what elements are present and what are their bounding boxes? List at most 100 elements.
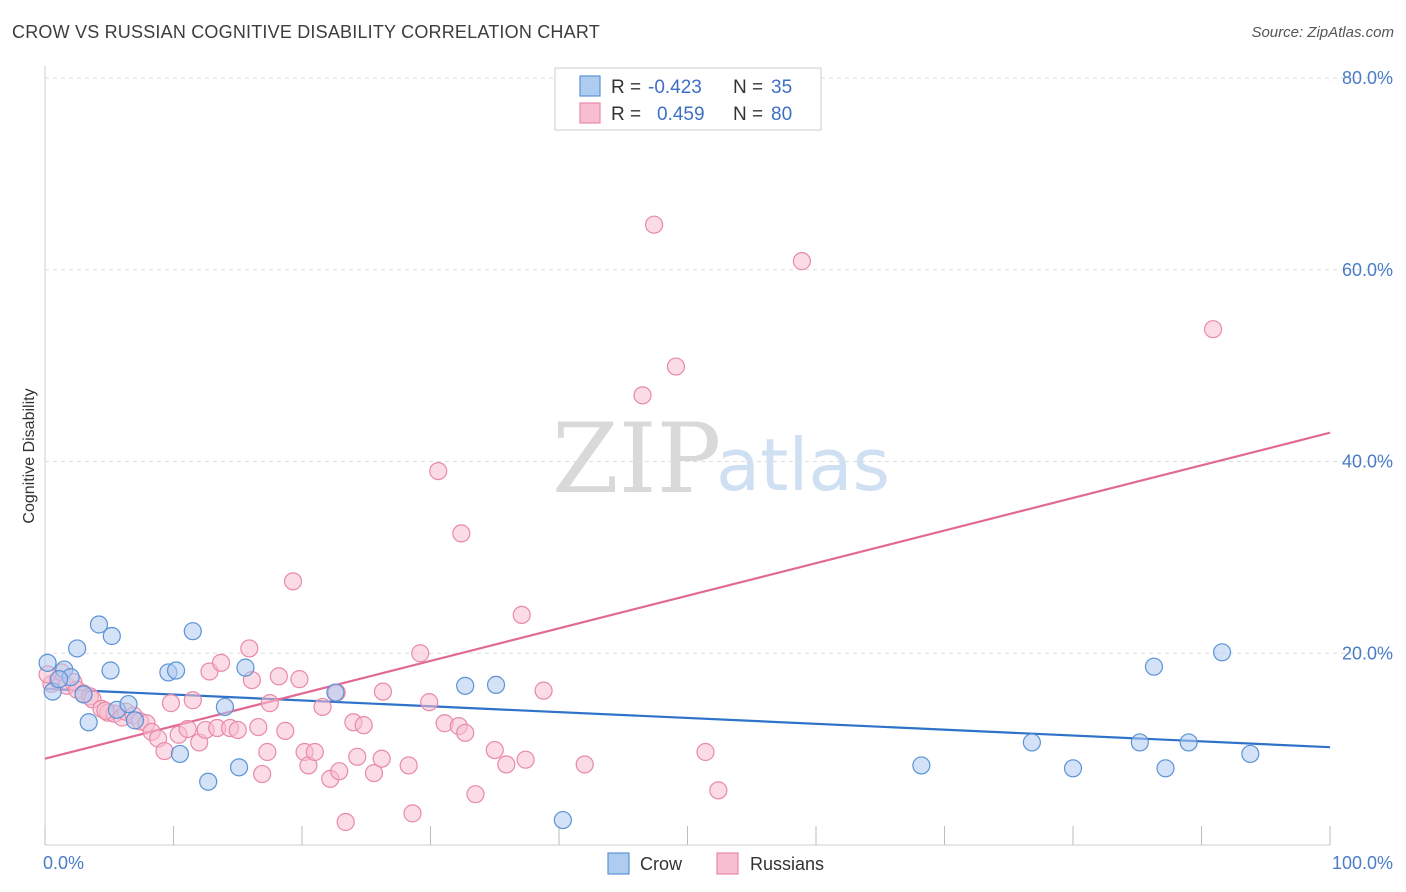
x-tick-label-max: 100.0%	[1332, 853, 1393, 873]
crow-point-19	[229, 758, 249, 777]
russians-point-77	[1203, 320, 1223, 339]
russians-point-28	[211, 653, 231, 672]
russians-point-57	[411, 644, 430, 663]
russians-point-23	[183, 691, 202, 710]
crow-point-31	[1179, 733, 1198, 752]
crow-point-8	[101, 661, 120, 680]
source-credit: Source: ZipAtlas.com	[1251, 24, 1394, 41]
legend-russians-n-value: 80	[771, 104, 792, 125]
russians-point-44	[313, 697, 332, 717]
legend-crow-n-label: N =	[733, 77, 763, 98]
y-tick-labels: 20.0% 40.0% 60.0% 80.0%	[1342, 68, 1393, 663]
russians-point-73	[666, 357, 686, 376]
crow-point-4	[68, 639, 87, 658]
crow-point-12	[125, 711, 145, 730]
russians-point-56	[403, 804, 422, 823]
crow-point-17	[199, 772, 218, 791]
crow-points	[38, 615, 1260, 830]
legend-russians-r-value: 0.459	[657, 104, 705, 125]
russians-points	[38, 215, 1223, 832]
bottom-legend-crow-label: Crow	[640, 854, 683, 874]
russians-point-68	[516, 750, 535, 769]
russians-point-38	[276, 721, 295, 741]
russians-point-65	[485, 740, 504, 760]
crow-point-11	[119, 694, 138, 714]
y-axis-title: Cognitive Disability	[21, 388, 38, 523]
crow-point-30	[1156, 759, 1175, 778]
russians-point-37	[269, 667, 288, 686]
russians-point-30	[228, 720, 247, 740]
crow-point-34	[50, 670, 69, 689]
russians-point-75	[709, 781, 728, 800]
russians-point-58	[420, 693, 439, 712]
axes	[44, 66, 1331, 846]
crow-point-23	[486, 675, 506, 694]
russians-point-52	[364, 763, 384, 783]
russians-point-67	[512, 605, 531, 625]
gridlines	[45, 77, 1392, 654]
crow-point-26	[1022, 733, 1041, 752]
russians-trend-line	[44, 431, 1331, 760]
watermark-atlas: atlas	[716, 423, 890, 507]
legend-russians-n-label: N =	[733, 104, 763, 125]
crow-point-32	[1212, 643, 1232, 662]
russians-point-22	[178, 719, 197, 739]
watermark-zip: ZIP	[552, 403, 721, 515]
legend-crow-r-label: R =	[611, 77, 641, 98]
legend-russians-swatch	[579, 102, 601, 124]
crow-point-18	[215, 697, 234, 717]
russians-point-33	[249, 717, 268, 737]
russians-point-20	[161, 694, 181, 713]
russians-point-31	[240, 639, 259, 658]
russians-point-70	[575, 755, 594, 774]
y-tick-label-20: 20.0%	[1342, 643, 1393, 663]
crow-trend-line	[44, 687, 1331, 749]
russians-point-35	[258, 742, 277, 762]
russians-point-53	[372, 749, 391, 768]
bottom-legend-russians-swatch	[716, 852, 739, 875]
y-tick-label-40: 40.0%	[1342, 452, 1393, 472]
russians-point-39	[283, 572, 303, 591]
x-tick-label-min: 0.0%	[43, 853, 84, 873]
crow-point-14	[166, 661, 186, 680]
russians-point-48	[336, 812, 355, 832]
russians-point-66	[497, 755, 516, 774]
russians-point-69	[534, 681, 553, 700]
russians-point-40	[290, 670, 309, 689]
russians-point-43	[305, 742, 324, 762]
series-legend: Crow Russians	[607, 852, 824, 875]
chart-title: CROW VS RUSSIAN COGNITIVE DISABILITY COR…	[12, 22, 600, 42]
russians-point-71	[633, 386, 652, 405]
legend-crow-swatch	[579, 75, 601, 97]
russians-point-64	[466, 785, 485, 804]
crow-point-29	[1144, 657, 1164, 676]
russians-point-72	[644, 215, 664, 234]
russians-point-62	[452, 524, 471, 543]
crow-point-22	[456, 676, 475, 695]
crow-point-5	[74, 685, 93, 704]
russians-point-63	[456, 723, 475, 742]
crow-point-20	[236, 658, 255, 677]
crow-point-27	[1063, 759, 1083, 778]
russians-point-54	[373, 682, 393, 701]
x-tick-labels: 0.0% 100.0%	[43, 853, 1393, 873]
russians-point-55	[399, 756, 418, 775]
legend-crow-r-value: -0.423	[648, 77, 702, 98]
crow-point-9	[102, 626, 121, 646]
russians-point-19	[155, 741, 174, 761]
crow-point-7	[89, 615, 109, 634]
russians-point-47	[330, 762, 349, 781]
russians-point-36	[260, 694, 279, 713]
crow-point-24	[553, 810, 572, 830]
russians-point-59	[429, 461, 448, 481]
crow-point-0	[38, 653, 57, 672]
y-tick-label-80: 80.0%	[1342, 68, 1393, 88]
crow-point-28	[1130, 733, 1149, 752]
crow-point-21	[326, 683, 345, 702]
bottom-legend-crow-swatch	[607, 852, 630, 875]
bottom-legend-russians-label: Russians	[750, 854, 824, 874]
legend-russians-r-label: R =	[611, 104, 641, 125]
russians-point-50	[348, 747, 367, 766]
correlation-legend: R = -0.423 N = 35 R = 0.459 N = 80	[554, 67, 822, 131]
